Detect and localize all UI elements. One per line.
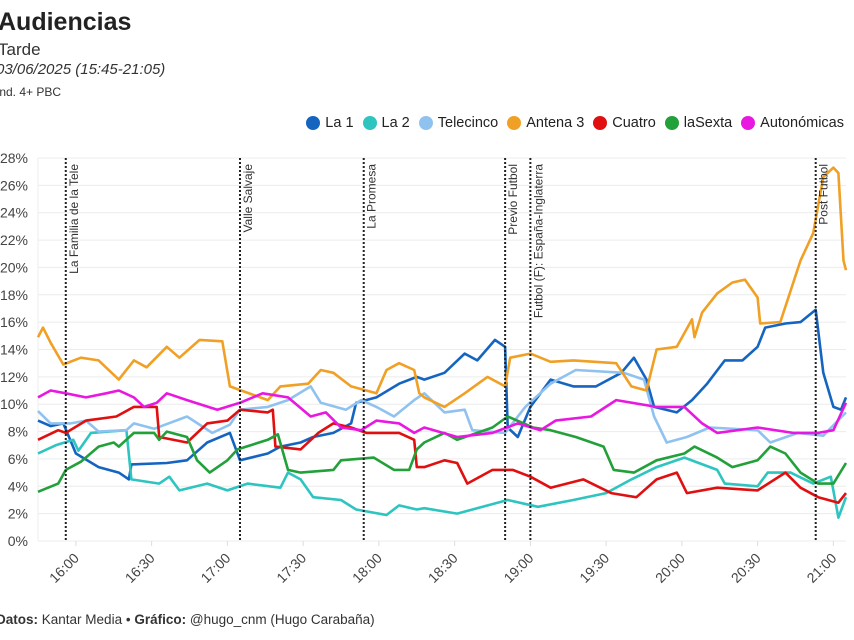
y-tick-label: 26%: [0, 177, 28, 193]
legend-item: Autonómicas: [741, 115, 844, 131]
y-tick-label: 18%: [0, 287, 28, 303]
series-line-la-2: [37, 428, 848, 519]
footer-credits: Datos: Kantar Media • Gráfico: @hugo_cnm…: [0, 612, 375, 627]
y-tick-label: 12%: [0, 369, 28, 385]
line-chart: 0% 2% 4% 6% 8% 10% 12% 14% 16% 18% 20% 22% 24% 26% 28%…: [0, 150, 848, 586]
chart-legend: La 1 La 2 Telecinco Antena 3 Cuatro laSexta Au…: [306, 115, 844, 131]
date-range: 03/06/2025 (15:45-21:05): [0, 61, 166, 78]
subtitle: Tarde: [0, 40, 41, 59]
separator: •: [125, 612, 131, 627]
y-tick-label: 0%: [8, 533, 28, 549]
legend-item: Telecinco: [418, 115, 499, 131]
legend-label: La 1: [325, 115, 354, 131]
x-tick-label: 18:30: [425, 550, 461, 586]
series-line-telecinco: [37, 368, 847, 444]
legend-item: Cuatro: [593, 115, 656, 131]
legend-label: Telecinco: [437, 115, 499, 131]
series-line-autonómicas: [37, 389, 848, 439]
legend-dot-icon: [362, 116, 377, 130]
x-tick-label: 18:00: [349, 550, 385, 586]
x-tick-label: 20:00: [652, 550, 688, 586]
legend-dot-icon: [507, 116, 522, 130]
legend-item: Antena 3: [507, 115, 584, 131]
program-marker-label: Post Futbol: [817, 164, 831, 225]
y-tick-label: 10%: [0, 396, 28, 412]
data-label: Datos:: [0, 612, 39, 627]
legend-dot-icon: [664, 116, 679, 130]
legend-label: La 2: [381, 115, 410, 131]
audience-note: Ind. 4+ PBC: [0, 85, 62, 99]
graph-author: @hugo_cnm (Hugo Carabaña): [189, 612, 375, 627]
y-tick-label: 14%: [0, 342, 28, 358]
series-line-lasexta: [37, 415, 848, 494]
x-tick-label: 21:00: [803, 550, 839, 586]
series-line-antena-3: [36, 166, 848, 409]
legend-label: Autonómicas: [760, 115, 844, 131]
program-marker-label: Futbol (F): España-Inglaterra: [531, 164, 545, 318]
y-tick-label: 2%: [8, 506, 28, 522]
program-marker-label: Previo Futbol: [506, 164, 520, 235]
y-tick-label: 24%: [0, 205, 28, 221]
page-title: Audiencias: [0, 8, 132, 36]
series-line-la-1: [37, 308, 848, 481]
program-marker-label: La Familia de la Tele: [67, 164, 81, 274]
legend-item: laSexta: [664, 115, 733, 131]
x-tick-label: 17:00: [197, 550, 233, 586]
data-source: Kantar Media: [41, 612, 123, 627]
legend-item: La 2: [362, 115, 410, 131]
y-tick-label: 6%: [8, 451, 28, 467]
x-tick-label: 19:00: [500, 550, 536, 586]
legend-label: laSexta: [683, 115, 733, 131]
y-tick-label: 8%: [8, 424, 28, 440]
legend-dot-icon: [418, 116, 433, 130]
legend-dot-icon: [593, 116, 608, 130]
x-tick-label: 20:30: [728, 550, 764, 586]
graph-label: Gráfico:: [134, 612, 187, 627]
y-tick-label: 4%: [8, 478, 28, 494]
x-tick-label: 16:30: [122, 550, 158, 586]
x-tick-label: 16:00: [46, 550, 82, 586]
legend-dot-icon: [306, 116, 321, 130]
legend-label: Cuatro: [612, 115, 656, 131]
y-tick-label: 22%: [0, 232, 28, 248]
y-tick-label: 28%: [0, 150, 28, 166]
y-tick-label: 16%: [0, 314, 28, 330]
x-tick-label: 19:30: [576, 550, 612, 586]
series-line-cuatro: [37, 405, 848, 504]
legend-label: Antena 3: [526, 115, 585, 131]
y-tick-label: 20%: [0, 259, 28, 275]
legend-item: La 1: [306, 115, 354, 131]
program-marker-label: Valle Salvaje: [241, 164, 255, 233]
program-marker-label: La Promesa: [365, 164, 379, 229]
x-tick-label: 17:30: [273, 550, 309, 586]
legend-dot-icon: [741, 116, 756, 130]
